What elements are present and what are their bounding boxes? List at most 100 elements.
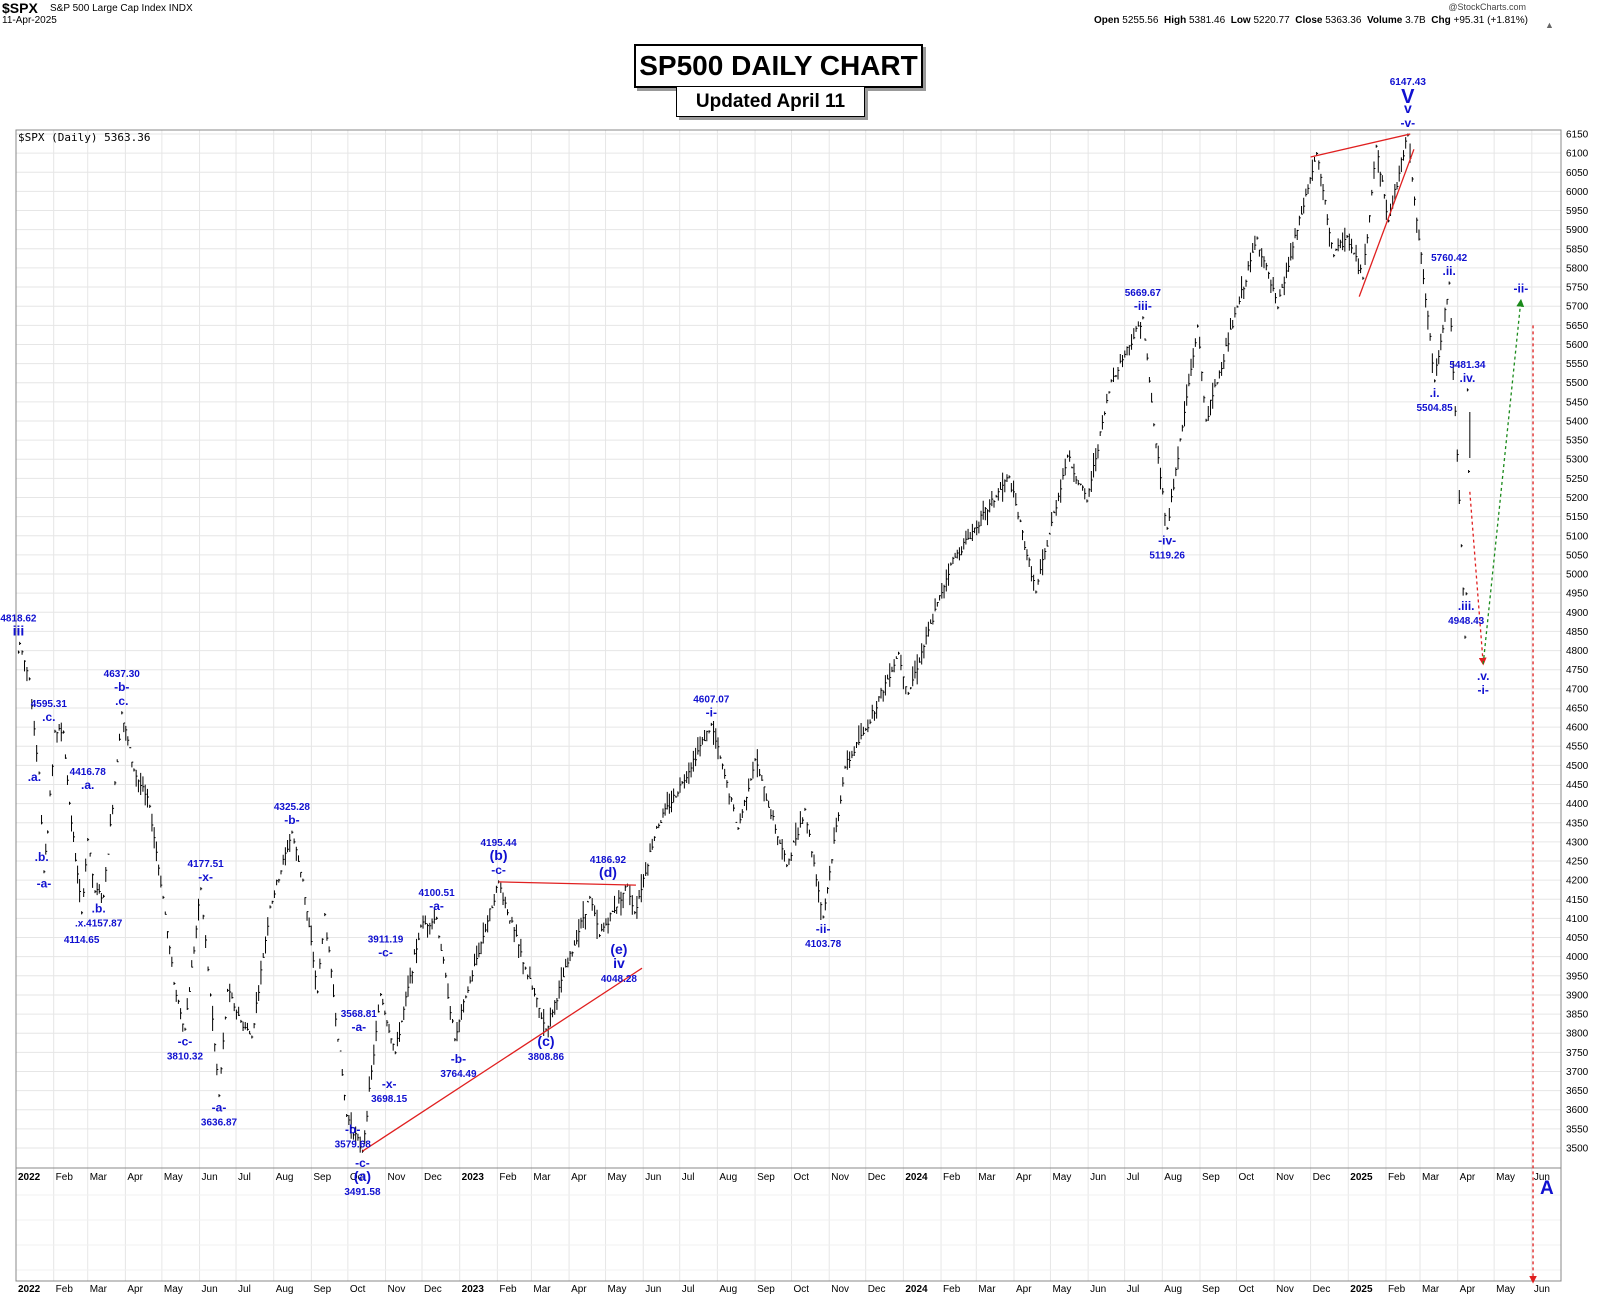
x-tick-label: Apr: [571, 1172, 587, 1183]
wave-label: .v.: [1477, 669, 1489, 683]
x-tick-label: 2024: [905, 1284, 928, 1295]
y-tick-label: 5650: [1566, 321, 1589, 332]
y-tick-label: 5100: [1566, 531, 1589, 542]
low-label: Low: [1230, 15, 1251, 26]
x-tick-label: Mar: [978, 1284, 996, 1295]
wave-label: 3808.86: [528, 1052, 565, 1063]
y-tick-label: 6050: [1566, 168, 1589, 179]
x-tick-label: Jul: [682, 1172, 695, 1183]
wave-label: (c): [537, 1033, 554, 1049]
x-axis-ticks-lower: 2022 Feb Mar Apr May Jun Jul Aug Sep Oct Nov Dec 202…: [18, 1284, 1550, 1295]
y-tick-label: 3950: [1566, 971, 1589, 982]
y-tick-label: 4950: [1566, 589, 1589, 600]
y-tick-label: 3600: [1566, 1105, 1589, 1116]
x-tick-label: Nov: [831, 1172, 849, 1183]
y-tick-label: 4450: [1566, 780, 1589, 791]
x-tick-label: 2022: [18, 1284, 41, 1295]
wave-label: -b-: [451, 1052, 466, 1066]
x-tick-label: 2025: [1350, 1172, 1373, 1183]
y-tick-label: 4350: [1566, 818, 1589, 829]
wave-label: 3636.87: [201, 1118, 238, 1129]
x-tick-label: Jun: [202, 1284, 218, 1295]
close-value: 5363.36: [1325, 15, 1362, 26]
x-tick-label: May: [164, 1284, 183, 1295]
wave-label: 3698.15: [371, 1094, 408, 1105]
x-tick-label: May: [1052, 1172, 1071, 1183]
x-tick-label: Mar: [90, 1284, 108, 1295]
wave-label: 4637.30: [104, 669, 141, 680]
x-tick-label: Apr: [571, 1284, 587, 1295]
open-label: Open: [1093, 15, 1120, 26]
trendline: [1358, 149, 1415, 297]
forecast-arrow: [1482, 298, 1525, 665]
wave-label: 3911.19: [368, 934, 404, 945]
wave-label: 4818.62: [0, 613, 37, 624]
chg-value: +95.31 (+1.81%): [1453, 15, 1529, 26]
x-tick-label: Sep: [1202, 1172, 1220, 1183]
x-tick-label: Sep: [757, 1172, 775, 1183]
x-tick-label: Mar: [533, 1172, 551, 1183]
x-tick-label: Apr: [1016, 1284, 1032, 1295]
wave-label: -a-: [351, 1020, 366, 1034]
y-tick-label: 5000: [1566, 570, 1589, 581]
x-tick-label: Sep: [313, 1172, 331, 1183]
wave-label: 4325.28: [274, 802, 311, 813]
x-tick-label: Feb: [499, 1172, 517, 1183]
trendlines: [362, 133, 1415, 1152]
high-label: High: [1164, 15, 1187, 26]
y-tick-label: 5350: [1566, 436, 1589, 447]
wave-label: .ii.: [1442, 264, 1455, 278]
wave-label: 5760.42: [1431, 253, 1468, 264]
high-value: 5381.46: [1189, 15, 1226, 26]
x-tick-label: May: [608, 1172, 627, 1183]
x-tick-label: Mar: [1422, 1284, 1440, 1295]
x-tick-label: Feb: [943, 1284, 961, 1295]
y-tick-label: 4150: [1566, 895, 1589, 906]
wave-label: -c-: [178, 1034, 193, 1048]
y-tick-label: 3850: [1566, 1010, 1589, 1021]
wave-label: 4114.65: [64, 935, 100, 946]
wave-label: 3810.32: [167, 1051, 204, 1062]
x-tick-label: Sep: [757, 1284, 775, 1295]
x-tick-label: Feb: [1388, 1172, 1406, 1183]
x-tick-label: Dec: [1313, 1284, 1331, 1295]
y-tick-label: 3550: [1566, 1124, 1589, 1135]
lower-panel-grid: [15, 1168, 1561, 1281]
wave-label: (a): [354, 1168, 371, 1184]
x-tick-label: Jul: [682, 1284, 695, 1295]
x-tick-label: Dec: [868, 1284, 886, 1295]
y-tick-label: 5800: [1566, 263, 1589, 274]
forecast-paths: [1469, 298, 1537, 1284]
wave-label: -x-: [198, 870, 213, 884]
x-tick-label: May: [1496, 1172, 1515, 1183]
wave-label: -a-: [212, 1101, 227, 1115]
x-tick-label: Oct: [350, 1172, 366, 1183]
y-tick-label: 4850: [1566, 627, 1589, 638]
forecast-arrow: [1469, 491, 1487, 666]
x-tick-label: Dec: [424, 1284, 442, 1295]
y-tick-label: 4750: [1566, 665, 1589, 676]
wave-label: 6147.43: [1390, 77, 1427, 88]
wave-label: 3579.68: [335, 1140, 372, 1151]
wave-label: 5504.85: [1417, 403, 1454, 414]
chart-date: 11-Apr-2025: [2, 15, 57, 26]
wave-label: -c-: [491, 863, 506, 877]
x-tick-label: 2023: [462, 1172, 485, 1183]
x-tick-label: Jul: [238, 1172, 251, 1183]
x-tick-label: Sep: [313, 1284, 331, 1295]
x-tick-label: Mar: [533, 1284, 551, 1295]
x-tick-label: Oct: [794, 1172, 810, 1183]
wave-label: iii: [13, 622, 25, 638]
x-tick-label: Apr: [1460, 1172, 1476, 1183]
y-tick-label: 3700: [1566, 1067, 1589, 1078]
wave-label: 4595.31: [31, 699, 68, 710]
x-tick-label: 2022: [18, 1172, 41, 1183]
y-tick-label: 4900: [1566, 608, 1589, 619]
y-tick-label: 5950: [1566, 206, 1589, 217]
x-tick-label: Dec: [1313, 1172, 1331, 1183]
wave-label: 5119.26: [1149, 550, 1185, 561]
chg-arrow-icon: ▲: [1545, 20, 1554, 30]
x-tick-label: Nov: [388, 1284, 406, 1295]
x-tick-label: May: [608, 1284, 627, 1295]
x-tick-label: Feb: [943, 1172, 961, 1183]
